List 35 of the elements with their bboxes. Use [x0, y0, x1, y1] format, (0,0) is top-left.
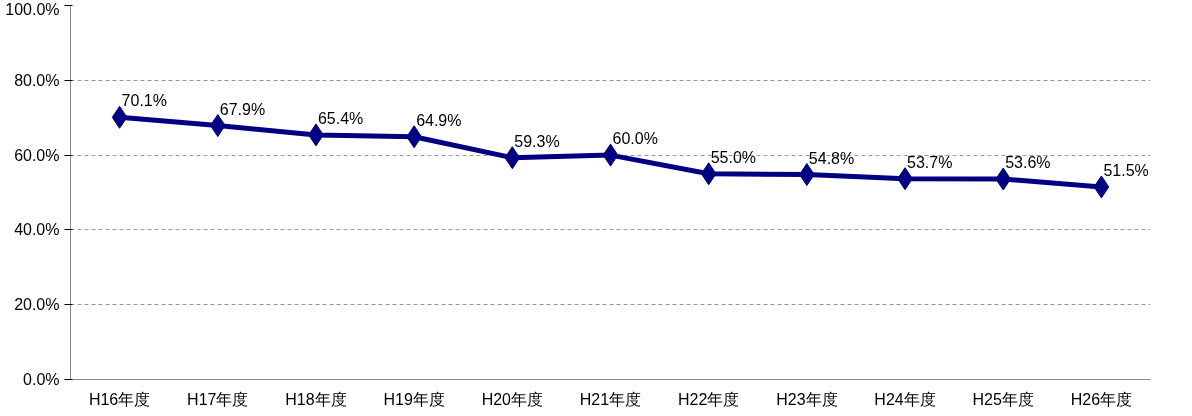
x-tick-label: H22年度 — [678, 390, 740, 408]
point — [602, 143, 619, 167]
x-tick-label: H21年度 — [579, 390, 642, 408]
data-label: 70.1% — [121, 92, 167, 110]
point — [995, 167, 1012, 191]
data-label: 64.9% — [416, 111, 462, 129]
y-tick-label: 0.0% — [23, 371, 60, 388]
point — [700, 162, 717, 186]
x-tick-label: H19年度 — [383, 390, 445, 408]
x-tick-label: H18年度 — [285, 390, 347, 408]
point — [111, 105, 128, 129]
x-tick-label: H23年度 — [776, 390, 838, 408]
data-label: 65.4% — [317, 109, 364, 127]
data-label: 55.0% — [710, 148, 757, 166]
y-tick-label: 40.0% — [14, 221, 60, 239]
y-tick-label: 60.0% — [14, 146, 60, 164]
data-label: 53.7% — [907, 153, 953, 171]
point — [209, 114, 226, 138]
point — [504, 146, 521, 170]
x-tick-label: H20年度 — [481, 390, 543, 408]
x-tick-label: H25年度 — [972, 390, 1034, 408]
data-label: 67.9% — [219, 100, 266, 118]
x-tick-label: H16年度 — [88, 390, 151, 408]
data-label: 53.6% — [1005, 154, 1051, 172]
y-tick-label: 80.0% — [14, 71, 60, 89]
data-label: 60.0% — [612, 130, 658, 148]
data-label: 51.5% — [1103, 161, 1149, 179]
x-tick-label: H26年度 — [1070, 390, 1133, 408]
point — [1093, 175, 1110, 199]
data-label: 59.3% — [514, 132, 560, 150]
y-tick-label: 20.0% — [14, 296, 60, 314]
y-tick-label: 100.0% — [5, 0, 60, 18]
x-tick-label: H17年度 — [187, 390, 249, 408]
x-tick-label: H24年度 — [874, 390, 936, 408]
data-label: 54.8% — [808, 149, 855, 167]
